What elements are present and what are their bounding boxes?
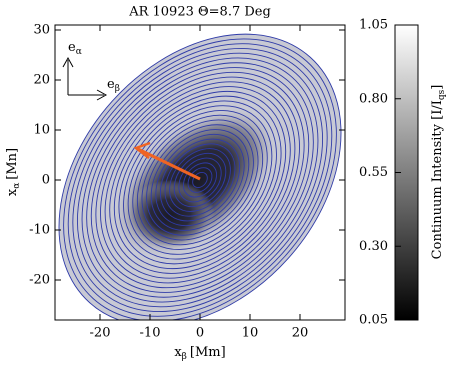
- contour-ring: [58, 33, 342, 320]
- x-axis-label: xβ [Mm]: [174, 345, 225, 362]
- colorbar-tick-label: 0.30: [359, 239, 388, 254]
- colorbar-label: Continuum Intensity [I/Iqs]: [430, 85, 447, 260]
- contour-ring: [72, 48, 328, 312]
- contour-ring: [178, 157, 222, 203]
- chart-title: AR 10923 Θ=8.7 Deg: [128, 5, 271, 20]
- e-alpha-label: eα: [68, 40, 82, 57]
- contour-ring: [169, 148, 231, 212]
- arrow: [137, 147, 201, 181]
- contour-ring: [63, 38, 337, 320]
- x-tick-label: 20: [292, 326, 309, 341]
- e-beta-label: eβ: [107, 77, 120, 94]
- contour-ring: [187, 167, 213, 193]
- contour-ring: [146, 124, 254, 236]
- contour-ring: [81, 57, 319, 303]
- y-tick-label: 0: [42, 173, 50, 188]
- contour-ring: [90, 67, 310, 293]
- contour-ring: [95, 71, 305, 289]
- colorbar-tick-label: 0.05: [359, 313, 388, 328]
- arrow-head: [133, 141, 151, 159]
- contour-ring: [76, 52, 324, 308]
- contour-ring: [150, 129, 250, 231]
- arrow-head: [96, 89, 108, 101]
- y-tick-label: -20: [29, 273, 50, 288]
- x-tick-label: 10: [242, 326, 259, 341]
- contour-ring: [109, 86, 291, 274]
- contour-ring: [113, 90, 287, 270]
- colorbar-tick-label: 1.05: [359, 18, 388, 33]
- colorbar-tick-label: 0.55: [359, 165, 388, 180]
- contour-ring: [104, 81, 296, 279]
- contour-ring: [141, 119, 259, 241]
- contour-ring: [86, 62, 314, 298]
- contour-ring: [155, 133, 245, 227]
- x-tick-label: -10: [140, 326, 161, 341]
- arrow-head: [62, 56, 74, 68]
- contours: [58, 33, 342, 320]
- x-tick-label: -20: [90, 326, 111, 341]
- contour-ring: [164, 143, 236, 217]
- contour-ring: [100, 76, 300, 284]
- contour-ring: [118, 95, 282, 265]
- contour-ring: [173, 152, 227, 208]
- y-tick-label: 20: [33, 73, 50, 88]
- basis: eα eβ: [62, 40, 120, 101]
- contour-ring: [182, 162, 218, 198]
- y-axis-label: xα[Mn]: [5, 148, 22, 196]
- contour-ring: [132, 110, 268, 250]
- colorbar-tick-label: 0.80: [359, 91, 388, 106]
- contour-ring: [136, 114, 264, 246]
- contour-ring: [127, 105, 273, 255]
- contour-ring: [123, 100, 277, 260]
- image-area: [58, 33, 342, 320]
- x-tick-label: 0: [196, 326, 204, 341]
- y-tick-label: 30: [33, 23, 50, 38]
- contour-ring: [159, 138, 241, 222]
- y-tick-label: -10: [29, 223, 50, 238]
- y-tick-label: 10: [33, 123, 50, 138]
- contour-ring: [67, 43, 333, 317]
